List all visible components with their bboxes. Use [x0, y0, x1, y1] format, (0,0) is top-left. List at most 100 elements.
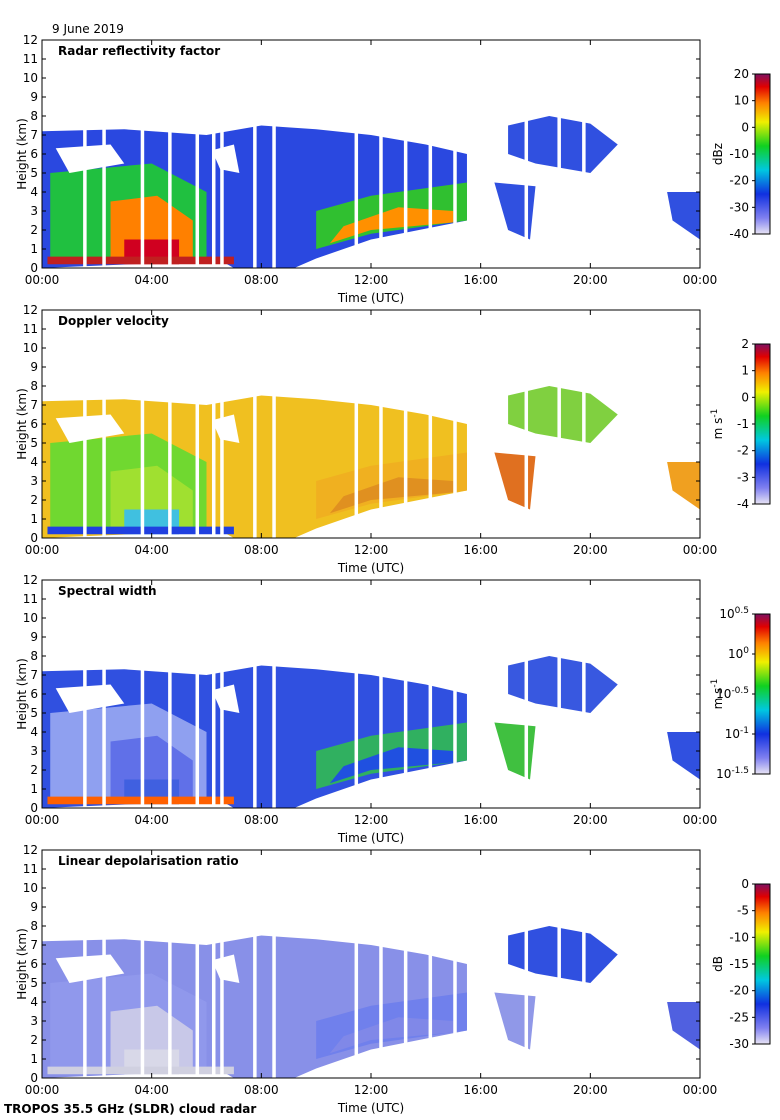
- x-axis-label: Time (UTC): [337, 1101, 404, 1115]
- x-tick-label: 20:00: [573, 1083, 608, 1097]
- x-axis-label: Time (UTC): [337, 831, 404, 845]
- gap-stripe: [195, 850, 200, 1078]
- gap-stripe: [582, 580, 586, 808]
- colorbar-tick-label: 100: [728, 646, 749, 661]
- y-tick-label: 4: [30, 725, 38, 739]
- x-tick-label: 08:00: [244, 273, 279, 287]
- echo-region: [55, 414, 125, 443]
- gap-stripe: [379, 580, 383, 808]
- gap-stripe: [83, 310, 87, 538]
- colorbar-tick-label: -15: [729, 957, 749, 971]
- y-axis-label: Height (km): [15, 388, 29, 459]
- colorbar-tick-label: -20: [729, 984, 749, 998]
- y-tick-label: 8: [30, 379, 38, 393]
- footer: TROPOS 35.5 GHz (SLDR) cloud radar: [4, 1102, 256, 1116]
- gap-stripe: [557, 580, 561, 808]
- gap-stripe: [428, 310, 433, 538]
- echo-region: [667, 732, 700, 780]
- y-tick-label: 9: [30, 360, 38, 374]
- gap-stripe: [168, 850, 172, 1078]
- colorbar-tick-base: 10: [716, 767, 731, 781]
- colorbar: [754, 613, 771, 775]
- x-tick-label: 08:00: [244, 1083, 279, 1097]
- gap-stripe: [557, 850, 561, 1078]
- gap-stripe: [428, 850, 433, 1078]
- y-tick-label: 5: [30, 706, 38, 720]
- x-tick-label: 00:00: [683, 813, 718, 827]
- gap-stripe: [557, 310, 561, 538]
- gap-stripe: [168, 580, 172, 808]
- colorbar-tick-label: 2: [741, 337, 749, 351]
- y-tick-label: 5: [30, 166, 38, 180]
- colorbar-tick-label: 10: [734, 94, 749, 108]
- y-tick-label: 8: [30, 109, 38, 123]
- y-tick-label: 2: [30, 763, 38, 777]
- gap-stripe: [524, 580, 529, 808]
- y-tick-label: 9: [30, 900, 38, 914]
- echo-region: [211, 684, 240, 713]
- colorbar-tick-base: 10: [716, 687, 731, 701]
- colorbar-tick-label: 10-1.5: [716, 766, 749, 781]
- gap-stripe: [140, 850, 145, 1078]
- y-tick-label: 7: [30, 938, 38, 952]
- x-tick-label: 00:00: [683, 273, 718, 287]
- gap-stripe: [253, 310, 257, 538]
- x-tick-label: 12:00: [354, 813, 389, 827]
- gap-stripe: [272, 40, 276, 268]
- gap-stripe: [220, 850, 224, 1078]
- x-tick-label: 00:00: [25, 273, 60, 287]
- x-tick-label: 00:00: [683, 543, 718, 557]
- y-tick-label: 7: [30, 398, 38, 412]
- y-tick-label: 10: [23, 881, 38, 895]
- echo-region: [329, 747, 454, 784]
- gap-stripe: [379, 850, 383, 1078]
- gap-stripe: [428, 580, 433, 808]
- colorbar-tick-label: -3: [737, 470, 749, 484]
- x-tick-label: 04:00: [134, 543, 169, 557]
- y-tick-label: 6: [30, 687, 38, 701]
- x-tick-label: 08:00: [244, 543, 279, 557]
- y-tick-label: 5: [30, 976, 38, 990]
- echo-region: [55, 954, 125, 983]
- colorbar-tick-base: 10: [725, 727, 740, 741]
- heatmap: [42, 40, 700, 268]
- gap-stripe: [272, 580, 276, 808]
- gap-stripe: [524, 310, 529, 538]
- echo-region: [508, 386, 618, 443]
- y-tick-label: 3: [30, 1014, 38, 1028]
- gap-stripe: [102, 850, 106, 1078]
- panel-title: Spectral width: [58, 584, 157, 598]
- x-tick-label: 20:00: [573, 813, 608, 827]
- colorbar-tick-base: 10: [719, 607, 734, 621]
- colorbar-tick-label: -30: [729, 200, 749, 214]
- gap-stripe: [195, 310, 200, 538]
- echo-region: [494, 722, 536, 780]
- gap-stripe: [524, 40, 529, 268]
- gap-stripe: [168, 40, 172, 268]
- y-tick-label: 11: [23, 52, 38, 66]
- colorbar-label-text: dB: [711, 956, 725, 972]
- gap-stripe: [582, 850, 586, 1078]
- y-tick-label: 1: [30, 782, 38, 796]
- echo-region: [667, 1002, 700, 1050]
- y-tick-label: 7: [30, 668, 38, 682]
- colorbar-label-text: m s: [711, 418, 725, 440]
- y-tick-label: 3: [30, 204, 38, 218]
- y-tick-label: 12: [23, 843, 38, 857]
- heatmap: [42, 580, 700, 808]
- y-tick-label: 12: [23, 33, 38, 47]
- gap-stripe: [403, 580, 408, 808]
- colorbar-label: m s-1: [710, 409, 725, 440]
- y-tick-label: 3: [30, 744, 38, 758]
- gap-stripe: [83, 850, 87, 1078]
- colorbar-tick-label: -5: [737, 904, 749, 918]
- colorbar-tick-exponent: 0.5: [735, 606, 749, 616]
- y-tick-label: 7: [30, 128, 38, 142]
- gap-stripe: [403, 310, 408, 538]
- x-axis-label: Time (UTC): [337, 291, 404, 305]
- x-tick-label: 00:00: [25, 813, 60, 827]
- panel-title: Radar reflectivity factor: [58, 44, 220, 58]
- gap-stripe: [453, 850, 457, 1078]
- panel: Linear depolarisation ratio0123456789101…: [15, 843, 771, 1115]
- echo-region: [55, 144, 125, 173]
